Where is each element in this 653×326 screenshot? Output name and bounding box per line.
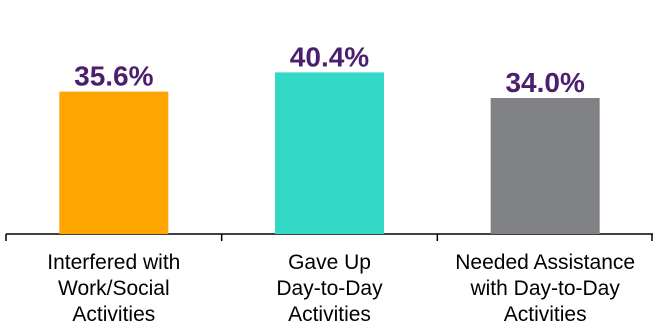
data-label-1: 35.6% bbox=[74, 61, 153, 92]
data-labels-group: 35.6% 40.4% 34.0% bbox=[74, 41, 585, 98]
bars-group bbox=[59, 72, 600, 235]
data-label-2: 40.4% bbox=[290, 41, 369, 72]
category-label-1-line-1: Interfered with bbox=[47, 251, 180, 274]
bar-1 bbox=[59, 91, 169, 234]
category-label-2-line-3: Activities bbox=[288, 303, 371, 326]
category-label-3-line-2: with Day-to-Day bbox=[469, 277, 620, 300]
category-label-1-line-2: Work/Social bbox=[58, 277, 170, 300]
category-label-2-line-2: Day-to-Day bbox=[276, 277, 383, 300]
bar-2 bbox=[275, 72, 384, 235]
x-axis-ticks bbox=[5, 234, 653, 241]
category-labels-group: Interfered with Work/Social Activities Gave… bbox=[47, 251, 635, 326]
category-label-2-line-1: Gave Up bbox=[288, 251, 371, 274]
category-label-3-line-3: Activities bbox=[504, 303, 587, 326]
category-label-3-line-1: Needed Assistance bbox=[455, 251, 635, 274]
category-label-1-line-3: Activities bbox=[72, 303, 155, 326]
bar-3 bbox=[490, 98, 600, 234]
data-label-3: 34.0% bbox=[505, 67, 584, 98]
